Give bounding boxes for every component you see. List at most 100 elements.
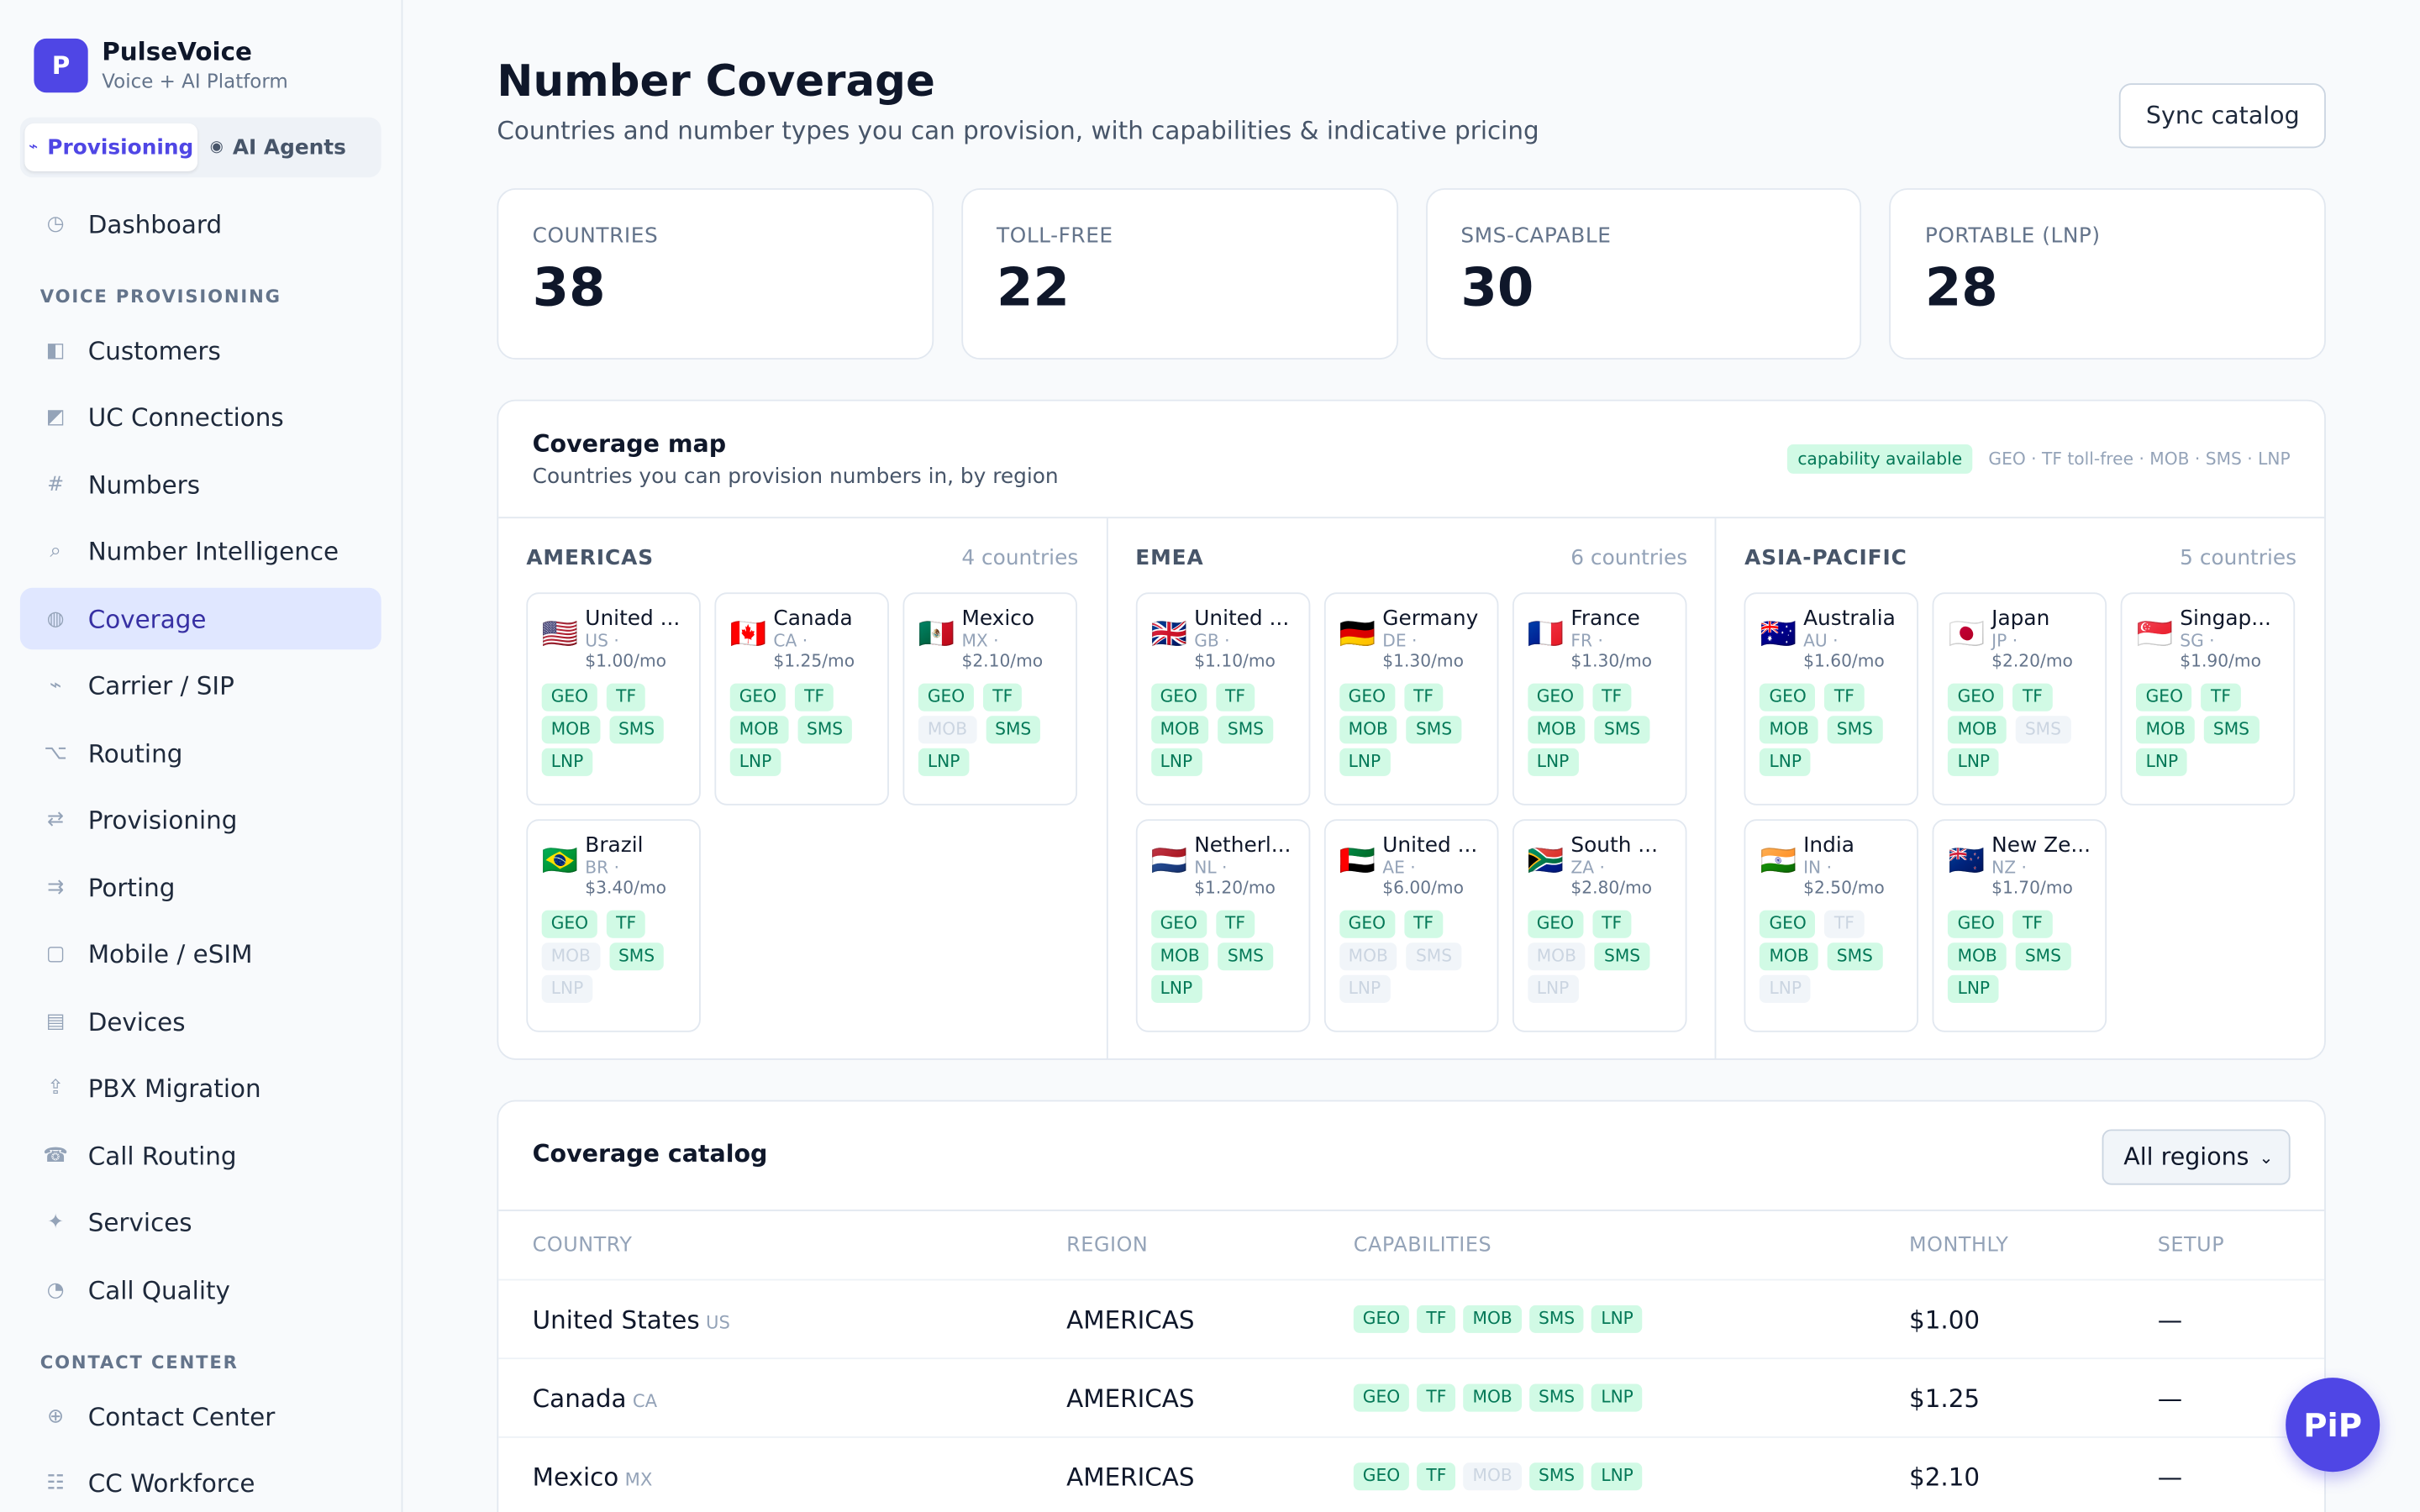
country-tile[interactable]: 🇦🇪 United ... AE · $6.00/mo GEO TF MOB SMS LNP — [1323, 819, 1498, 1032]
sidebar-item-carrier-sip[interactable]: ⌁ Carrier / SIP — [20, 655, 381, 717]
sidebar-item-devices[interactable]: ▤ Devices — [20, 990, 381, 1052]
sidebar-item-provisioning[interactable]: ⇄ Provisioning — [20, 789, 381, 850]
sidebar-item-contact-center[interactable]: ⊕ Contact Center — [20, 1385, 381, 1446]
country-price: $2.20/mo — [1991, 651, 2073, 671]
column-header[interactable]: CAPABILITIES — [1353, 1233, 1492, 1257]
sidebar-item-customers[interactable]: ◧ Customers — [20, 319, 381, 381]
column-header[interactable]: MONTHLY — [1908, 1233, 2009, 1257]
sidebar-item-label: PBX Migration — [87, 1074, 261, 1104]
brand-subtitle: Voice + AI Platform — [102, 69, 288, 93]
sidebar-item-label: Contact Center — [87, 1401, 276, 1431]
country-name: United ... — [1194, 606, 1290, 632]
country-info: South ... ZA · $2.80/mo — [1570, 833, 1670, 898]
sidebar-nav: ◷ Dashboard VOICE PROVISIONING ◧ Customer… — [0, 193, 402, 1512]
capability-badges: GEO TF MOB SMS LNP — [1353, 1462, 1643, 1491]
country-tile[interactable]: 🇨🇦 Canada CA · $1.25/mo GEO TF MOB SMS LNP — [714, 592, 889, 806]
region-cell: AMERICAS — [1066, 1462, 1195, 1492]
capability-badge-mob: MOB — [1760, 942, 1818, 971]
country-tile[interactable]: 🇳🇿 New Ze... NZ · $1.70/mo GEO TF MOB SMS LNP — [1933, 819, 2107, 1032]
country-tile[interactable]: 🇸🇬 Singap... SG · $1.90/mo GEO TF MOB SMS LNP — [2121, 592, 2296, 806]
sync-catalog-button[interactable]: Sync catalog — [2119, 83, 2326, 149]
sidebar-item-label: Provisioning — [87, 805, 238, 835]
capability-badges: GEO TF MOB SMS LNP — [1760, 683, 1891, 776]
sidebar-item-pbx-migration[interactable]: ⇪ PBX Migration — [20, 1058, 381, 1119]
column-header[interactable]: COUNTRY — [532, 1233, 633, 1257]
stat-value: 28 — [1924, 257, 1998, 320]
sidebar-item-cc-workforce[interactable]: ☷ CC Workforce — [20, 1452, 381, 1512]
sidebar-item-services[interactable]: ✦ Services — [20, 1192, 381, 1253]
capability-badge-tf: TF — [1824, 683, 1864, 711]
country-price: $2.80/mo — [1570, 878, 1653, 898]
monthly-cell: $1.00 — [1908, 1304, 1981, 1334]
region-filter-select[interactable]: All regions ⌄ — [2102, 1129, 2291, 1185]
mode-ai-agents-button[interactable]: ◉ AI Agents — [197, 123, 359, 171]
sidebar-item-label: Routing — [87, 738, 183, 768]
country-tile[interactable]: 🇳🇱 Netherl... NL · $1.20/mo GEO TF MOB SMS LNP — [1135, 819, 1310, 1032]
stat-label: TOLL-FREE — [997, 223, 1113, 249]
country-tile[interactable]: 🇩🇪 Germany DE · $1.30/mo GEO TF MOB SMS LNP — [1323, 592, 1498, 806]
region-name: EMEA — [1135, 546, 1204, 571]
country-name: Canada — [773, 606, 853, 632]
stat-card-toll-free: TOLL-FREE 22 — [960, 188, 1398, 360]
capability-badge-tf: TF — [1215, 910, 1255, 938]
country-info: Australia AU · $1.60/mo — [1803, 606, 1903, 671]
column-header[interactable]: REGION — [1066, 1233, 1149, 1257]
sidebar-item-porting[interactable]: ⇉ Porting — [20, 856, 381, 917]
country-tile-header: 🇫🇷 France FR · $1.30/mo — [1528, 606, 1671, 671]
country-cell: United States US — [533, 1305, 730, 1334]
table-row[interactable]: Mexico MX AMERICAS GEO TF MOB SMS LNP $2.10 — — [498, 1438, 2324, 1512]
country-tile-header: 🇧🇷 Brazil BR · $3.40/mo — [542, 833, 686, 898]
country-tile[interactable]: 🇯🇵 Japan JP · $2.20/mo GEO TF MOB SMS LNP — [1933, 592, 2107, 806]
table-row[interactable]: United States US AMERICAS GEO TF MOB SMS LNP $1.… — [498, 1280, 2325, 1360]
capability-badge-geo: GEO — [1353, 1383, 1410, 1412]
country-tile[interactable]: 🇮🇳 India IN · $2.50/mo GEO TF MOB SMS LNP — [1744, 819, 1919, 1032]
sidebar-item-uc-connections[interactable]: ◩ UC Connections — [20, 386, 381, 448]
country-tile[interactable]: 🇧🇷 Brazil BR · $3.40/mo GEO TF MOB SMS LNP — [526, 819, 701, 1032]
brand[interactable]: P PulseVoice Voice + AI Platform — [0, 0, 402, 92]
capability-badges: GEO TF MOB SMS LNP — [541, 683, 673, 776]
capability-badges: GEO TF MOB SMS LNP — [1339, 910, 1470, 1003]
flag-icon: 🇺🇸 — [541, 617, 579, 652]
country-tile[interactable]: 🇦🇺 Australia AU · $1.60/mo GEO TF MOB SMS LNP — [1744, 592, 1919, 806]
sidebar-item-mobile-esim[interactable]: ▢ Mobile / eSIM — [20, 923, 381, 984]
call-routing-icon: ☎ — [43, 1143, 68, 1168]
country-code: NZ · — [1991, 858, 2027, 879]
region-header: EMEA 6 countries — [1135, 546, 1687, 570]
region-cell: AMERICAS — [1066, 1383, 1195, 1413]
sidebar-item-number-intelligence[interactable]: ⌕ Number Intelligence — [20, 521, 381, 582]
sidebar-item-routing[interactable]: ⌥ Routing — [20, 722, 381, 784]
country-cell: Canada CA — [533, 1383, 657, 1413]
sidebar-item-coverage[interactable]: ◍ Coverage — [19, 587, 381, 650]
sidebar-item-call-quality[interactable]: ◔ Call Quality — [20, 1259, 381, 1320]
sidebar-item-call-routing[interactable]: ☎ Call Routing — [20, 1125, 381, 1186]
porting-icon: ⇉ — [47, 875, 65, 899]
pip-button[interactable]: PiP — [2286, 1378, 2381, 1473]
mode-provisioning-button[interactable]: ⌁ Provisioning — [24, 123, 198, 171]
capability-badge-geo: GEO — [1150, 683, 1207, 711]
capability-badge-tf: TF — [2202, 683, 2241, 711]
capability-badge-sms: SMS — [1528, 1305, 1585, 1333]
country-tile[interactable]: 🇲🇽 Mexico MX · $2.10/mo GEO TF MOB SMS LNP — [902, 592, 1078, 806]
country-tile[interactable]: 🇺🇸 United ... US · $1.00/mo GEO TF MOB SMS LNP — [526, 592, 701, 806]
sidebar-item-dashboard[interactable]: ◷ Dashboard — [20, 193, 381, 255]
carrier-sip-icon: ⌁ — [49, 674, 62, 698]
capability-badge-geo: GEO — [1760, 910, 1816, 938]
country-tile[interactable]: 🇬🇧 United ... GB · $1.10/mo GEO TF MOB SMS LNP — [1135, 592, 1310, 806]
capability-badges: GEO TF MOB SMS LNP — [918, 683, 1050, 776]
country-tile[interactable]: 🇿🇦 South ... ZA · $2.80/mo GEO TF MOB SMS LNP — [1512, 819, 1686, 1032]
country-name: Netherl... — [1194, 832, 1292, 858]
sidebar-item-numbers[interactable]: # Numbers — [20, 454, 381, 515]
country-tile[interactable]: 🇫🇷 France FR · $1.30/mo GEO TF MOB SMS LNP — [1512, 592, 1686, 806]
table-row[interactable]: Canada CA AMERICAS GEO TF MOB SMS LNP $1.25 — — [498, 1359, 2325, 1438]
column-header[interactable]: SETUP — [2157, 1233, 2225, 1257]
country-code: CA · — [773, 631, 808, 652]
capabilities-cell: GEO TF MOB SMS LNP — [1353, 1462, 1643, 1491]
country-info: New Ze... NZ · $1.70/mo — [1991, 833, 2091, 898]
capability-badge-lnp: LNP — [541, 748, 593, 776]
capability-badge-sms: SMS — [797, 716, 853, 744]
stat-card-sms-capable: SMS-CAPABLE 30 — [1425, 188, 1862, 360]
capability-badge-mob: MOB — [1463, 1462, 1522, 1491]
capability-badges: GEO TF MOB SMS LNP — [1527, 683, 1659, 776]
mode-ai-agents-label: AI Agents — [232, 134, 346, 160]
country-code: SG · — [2180, 631, 2215, 652]
